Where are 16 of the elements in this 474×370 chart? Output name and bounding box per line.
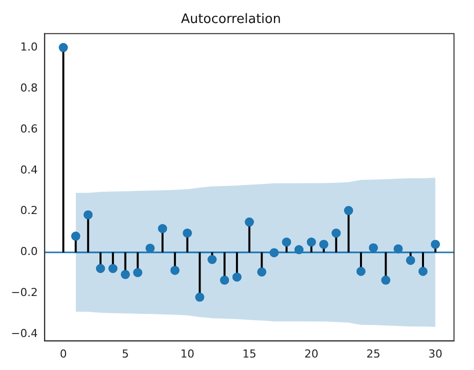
x-tick-label: 0 bbox=[60, 347, 67, 360]
y-tick-label: 1.0 bbox=[20, 40, 38, 54]
y-tick-label: −0.4 bbox=[10, 327, 38, 340]
x-tick-label: 20 bbox=[304, 347, 318, 360]
chart-title: Autocorrelation bbox=[181, 12, 281, 28]
y-tick-label: 0.6 bbox=[20, 122, 38, 136]
x-tick-label: 10 bbox=[180, 347, 194, 360]
y-tick-label: 0.4 bbox=[20, 163, 38, 176]
y-tick-label: 0.2 bbox=[20, 204, 38, 218]
x-tick-label: 15 bbox=[242, 347, 256, 360]
x-tick-label: 30 bbox=[428, 347, 442, 360]
y-tick-label: 0.8 bbox=[20, 81, 38, 94]
x-tick-label: 5 bbox=[122, 347, 129, 360]
y-tick-label: 0.0 bbox=[20, 245, 38, 258]
y-tick-label: −0.2 bbox=[10, 286, 38, 300]
x-tick-label: 25 bbox=[366, 347, 380, 360]
